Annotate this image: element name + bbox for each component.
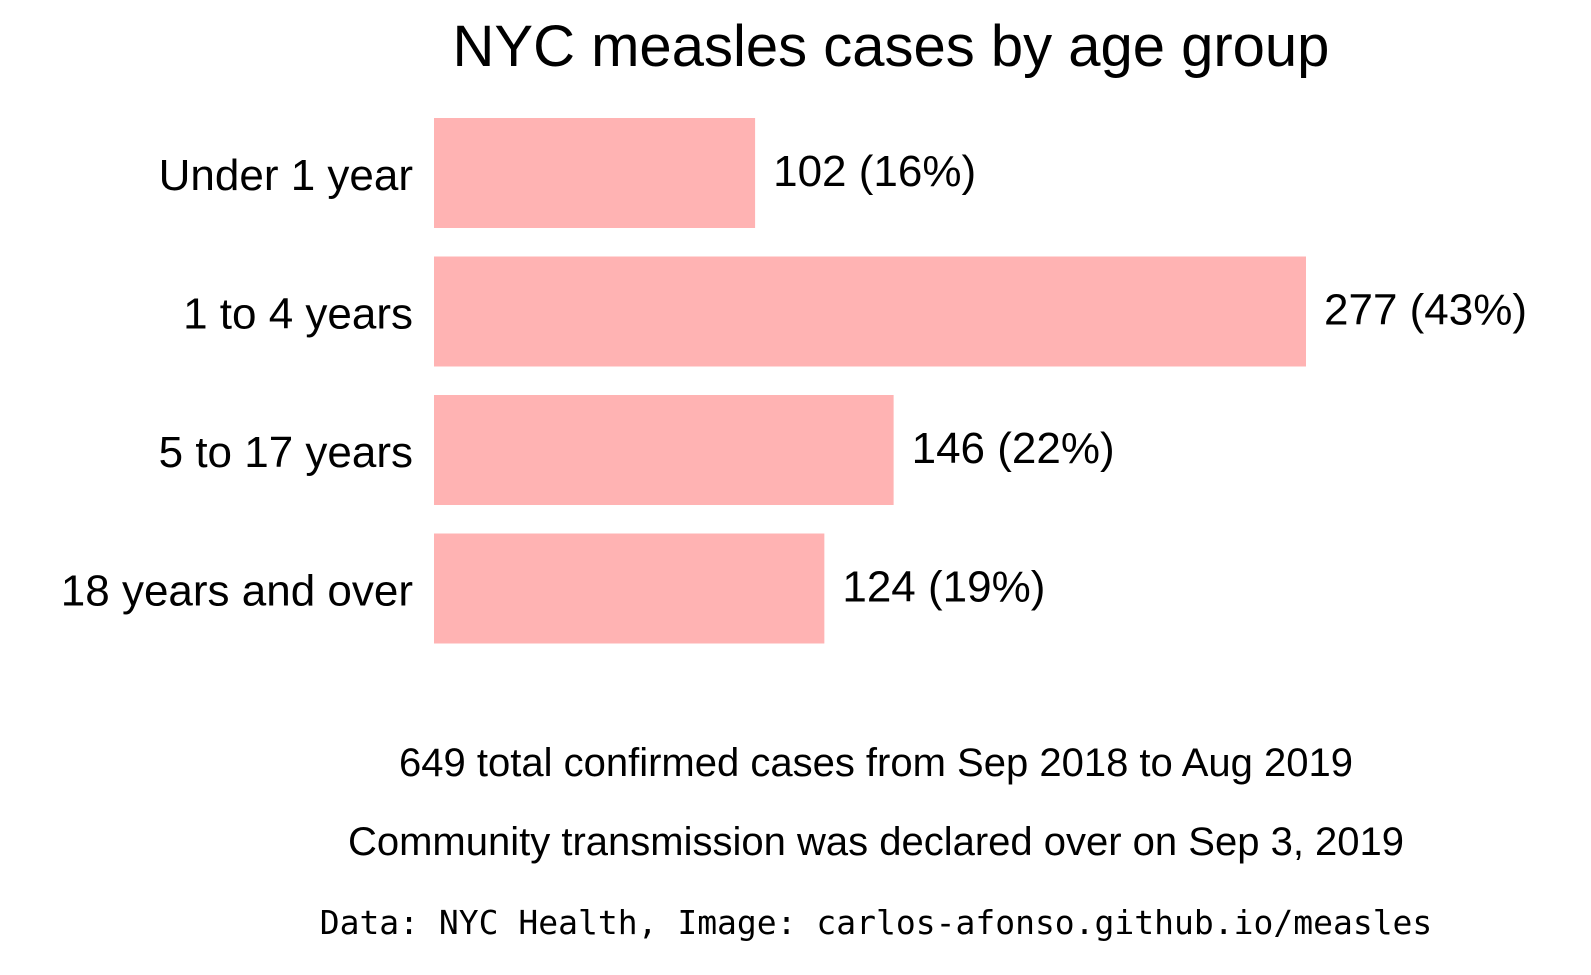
transmission-note: Community transmission was declared over…	[348, 820, 1404, 864]
value-label-3: 124 (19%)	[842, 563, 1045, 612]
value-label-0: 102 (16%)	[773, 147, 976, 196]
source-credit: Data: NYC Health, Image: carlos-afonso.g…	[320, 903, 1433, 942]
bar-0	[434, 118, 756, 228]
value-labels-group: 102 (16%) 277 (43%) 146 (22%) 124 (19%)	[773, 147, 1527, 612]
category-label-2: 5 to 17 years	[159, 428, 413, 477]
value-label-2: 146 (22%)	[912, 424, 1115, 473]
total-cases-note: 649 total confirmed cases from Sep 2018 …	[399, 741, 1353, 785]
bar-2	[434, 395, 894, 505]
category-label-3: 18 years and over	[61, 567, 413, 616]
bar-1	[434, 256, 1306, 367]
category-label-0: Under 1 year	[159, 151, 413, 200]
category-labels-group: Under 1 year 1 to 4 years 5 to 17 years 18 …	[61, 151, 413, 616]
value-label-1: 277 (43%)	[1324, 286, 1527, 335]
chart-title: NYC measles cases by age group	[453, 14, 1330, 79]
category-label-1: 1 to 4 years	[183, 290, 413, 339]
bar-3	[434, 533, 825, 644]
bars-group	[434, 118, 1306, 644]
